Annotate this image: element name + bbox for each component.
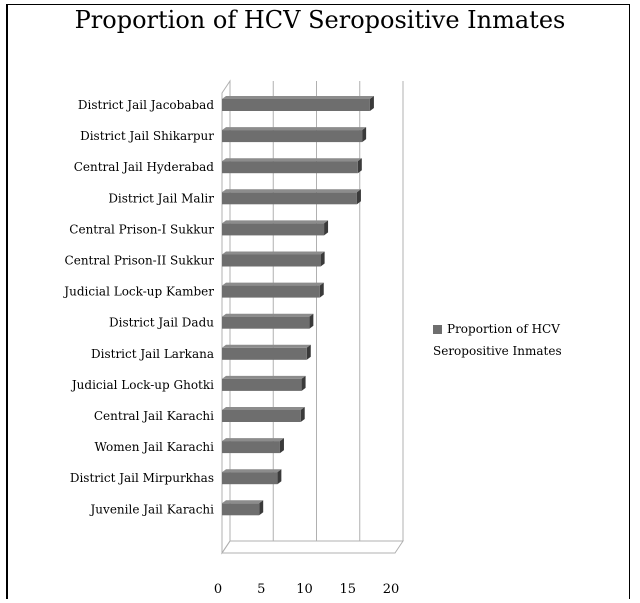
bar <box>222 441 280 454</box>
bar-side <box>306 344 311 360</box>
category-label: District Jail Larkana <box>91 347 214 361</box>
category-label: District Jail Jacobabad <box>78 98 214 112</box>
bar-top <box>222 127 367 131</box>
bar-top <box>222 407 305 410</box>
category-label: Central Prison-II Sukkur <box>65 254 215 268</box>
bar <box>222 254 321 267</box>
chart-title: Proportion of HCV Seropositive Inmates <box>74 6 566 34</box>
category-label: Central Jail Karachi <box>94 409 214 423</box>
category-label: Juvenile Jail Karachi <box>89 502 215 516</box>
plot-floor <box>221 540 404 554</box>
bar <box>222 223 325 236</box>
bar-top <box>222 313 314 317</box>
bar-side <box>324 220 329 236</box>
bar-top <box>222 189 361 193</box>
category-label: District Jail Dadu <box>109 316 214 330</box>
bar <box>222 130 363 143</box>
bar <box>222 285 320 298</box>
bar-side <box>279 438 284 454</box>
bar <box>222 410 301 422</box>
legend: Proportion of HCV Seropositive Inmates <box>433 318 633 362</box>
bar <box>222 99 370 111</box>
category-label: Judicial Lock-up Kamber <box>62 285 214 299</box>
plot-left-wall <box>221 79 231 555</box>
category-label: District Jail Malir <box>108 191 214 205</box>
bar-side <box>309 313 314 329</box>
bar-side <box>362 127 367 143</box>
bar-side <box>356 189 361 205</box>
category-label: District Jail Mirpurkhas <box>70 471 214 485</box>
legend-label: Proportion of HCV Seropositive Inmates <box>433 322 562 358</box>
x-tick-label: 0 <box>214 582 222 597</box>
bar-top <box>222 469 282 473</box>
bar-top <box>222 220 329 224</box>
chart-frame <box>6 4 630 599</box>
bar <box>222 192 357 205</box>
bar-top <box>222 500 264 504</box>
category-label: Central Prison-I Sukkur <box>69 222 214 236</box>
bar-top <box>222 96 374 99</box>
legend-swatch <box>433 325 442 334</box>
bar-side <box>357 158 362 174</box>
bar-top <box>222 375 306 379</box>
x-tick-label: 20 <box>383 582 400 597</box>
category-label: Women Jail Karachi <box>94 440 214 454</box>
bar <box>222 161 358 174</box>
bar <box>222 316 310 329</box>
bar-side <box>259 500 264 516</box>
bar-top <box>222 251 325 255</box>
bar-side <box>301 375 306 391</box>
bar-side <box>320 251 325 267</box>
bar-top <box>222 344 311 348</box>
bar-side <box>277 469 282 485</box>
bar <box>222 472 278 485</box>
bar-side <box>369 96 374 111</box>
bar-side <box>300 407 305 422</box>
category-label: District Jail Shikarpur <box>80 129 214 143</box>
x-tick-label: 10 <box>296 582 313 597</box>
category-label: Central Jail Hyderabad <box>74 160 215 174</box>
bar-top <box>222 282 324 286</box>
bar <box>222 503 260 516</box>
bar-top <box>222 158 362 162</box>
bar-top <box>222 438 284 442</box>
bar <box>222 347 307 360</box>
category-label: Judicial Lock-up Ghotki <box>70 378 214 392</box>
bar <box>222 378 302 391</box>
x-tick-label: 5 <box>257 582 265 597</box>
x-tick-label: 15 <box>339 582 356 597</box>
bar-side <box>319 282 324 298</box>
